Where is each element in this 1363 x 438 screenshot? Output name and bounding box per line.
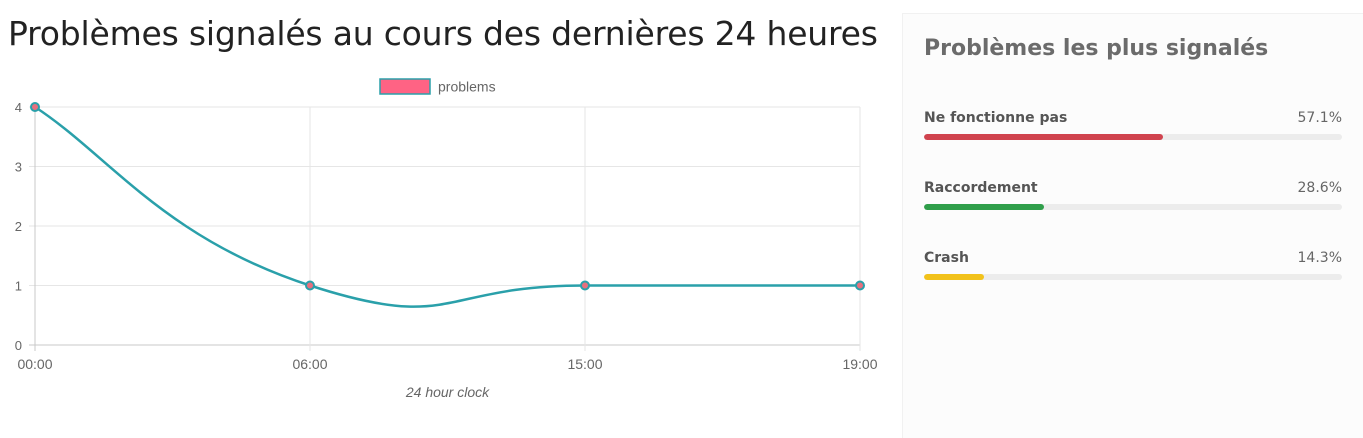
problem-item-ne-fonctionne-pas: Ne fonctionne pas 57.1% xyxy=(924,110,1342,150)
problem-label: Crash xyxy=(924,250,969,266)
panel-title: Problèmes les plus signalés xyxy=(924,36,1269,61)
problem-percent: 14.3% xyxy=(1297,250,1342,266)
y-tick-label: 1 xyxy=(15,279,22,294)
progress-fill xyxy=(924,204,1044,210)
problem-label: Raccordement xyxy=(924,180,1038,196)
x-axis-title: 24 hour clock xyxy=(405,384,490,400)
legend-label: problems xyxy=(438,79,496,95)
x-tick-label: 00:00 xyxy=(17,356,52,372)
data-point xyxy=(580,280,590,291)
y-tick-label: 0 xyxy=(15,338,22,353)
x-tick-label: 06:00 xyxy=(292,356,327,372)
top-problems-panel: Problèmes les plus signalés Ne fonctionn… xyxy=(903,14,1363,438)
chart-section: Problèmes signalés au cours des dernière… xyxy=(8,14,878,400)
y-tick-label: 4 xyxy=(15,100,22,115)
data-point xyxy=(305,280,315,291)
series-line-problems xyxy=(34,105,860,308)
problems-line-chart: 0 1 2 3 4 00:00 06:00 15:00 19:00 24 hour clock pr… xyxy=(15,78,878,400)
x-tick-label: 19:00 xyxy=(842,356,877,372)
y-tick-label: 3 xyxy=(15,160,22,175)
progress-track xyxy=(924,274,1342,280)
progress-track xyxy=(924,204,1342,210)
y-tick-label: 2 xyxy=(15,219,22,234)
data-point xyxy=(30,102,40,112)
problem-item-crash: Crash 14.3% xyxy=(924,250,1342,290)
page-title: Problèmes signalés au cours des dernière… xyxy=(8,14,878,53)
legend-swatch xyxy=(379,78,431,95)
progress-track xyxy=(924,134,1342,140)
progress-fill xyxy=(924,274,984,280)
data-point xyxy=(855,280,865,291)
problem-item-raccordement: Raccordement 28.6% xyxy=(924,180,1342,220)
progress-fill xyxy=(924,134,1163,140)
problem-percent: 57.1% xyxy=(1297,110,1342,126)
problem-percent: 28.6% xyxy=(1297,180,1342,196)
x-tick-label: 15:00 xyxy=(567,356,602,372)
problem-label: Ne fonctionne pas xyxy=(924,110,1068,126)
